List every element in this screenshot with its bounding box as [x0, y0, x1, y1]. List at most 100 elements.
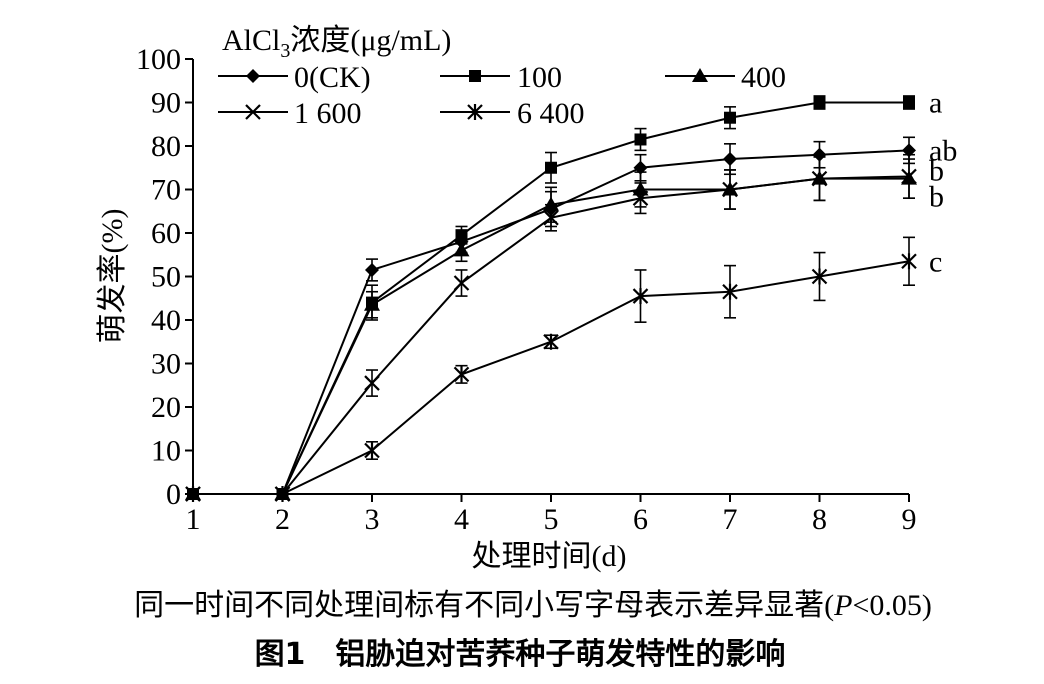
data-point-stroke-b	[453, 275, 470, 291]
y-tick-label: 100	[136, 43, 181, 76]
y-tick-label: 60	[151, 217, 181, 250]
x-tick-label: 8	[812, 503, 827, 536]
data-point	[364, 375, 380, 391]
series-square: a	[187, 87, 942, 500]
data-point-stroke-b	[364, 375, 380, 391]
data-point	[901, 253, 917, 270]
data-point	[543, 196, 559, 211]
y-tick-label: 10	[151, 435, 181, 468]
data-point-stroke-b	[632, 190, 649, 206]
x-tick-label: 3	[365, 503, 380, 536]
y-tick-label: 90	[151, 87, 181, 120]
legend-label: 1 600	[294, 97, 362, 130]
data-point	[813, 96, 826, 109]
data-point	[185, 486, 201, 502]
data-point	[722, 181, 738, 198]
significance-letter: b	[929, 180, 944, 213]
data-point	[632, 288, 649, 305]
legend-marker-stroke-b	[245, 104, 261, 120]
data-point	[453, 366, 470, 383]
legend-marker-shape	[469, 70, 481, 82]
data-point	[453, 275, 470, 291]
series-asterisk: c	[185, 236, 942, 502]
legend-marker	[245, 104, 261, 120]
legend-label: 6 400	[517, 97, 585, 130]
legend-marker	[469, 70, 481, 82]
x-tick-label: 4	[454, 503, 469, 536]
data-point	[543, 333, 559, 350]
x-tick-label: 1	[186, 503, 201, 536]
x-axis-label: 处理时间(d)	[472, 540, 627, 573]
data-point-stroke-b	[722, 181, 738, 198]
data-point-stroke-b	[811, 170, 828, 187]
data-point	[903, 96, 915, 109]
data-point-stroke-b	[901, 168, 917, 185]
data-point	[455, 229, 468, 242]
legend-marker	[692, 68, 708, 82]
legend-label: 0(CK)	[294, 61, 371, 94]
y-tick-label: 50	[151, 261, 181, 294]
data-point-shape	[634, 133, 647, 146]
data-point-shape	[543, 196, 559, 211]
y-tick-label: 20	[151, 391, 181, 424]
data-point	[722, 283, 738, 300]
legend-label: 100	[517, 61, 562, 94]
data-point-shape	[723, 152, 737, 167]
legend-marker-shape	[692, 68, 708, 82]
data-point-shape	[813, 96, 826, 109]
data-point-shape	[365, 262, 379, 277]
significance-letter: ab	[929, 134, 957, 167]
legend-marker	[467, 104, 483, 120]
x-tick-label: 2	[275, 503, 290, 536]
data-point-shape	[364, 296, 380, 311]
x-tick-label: 7	[723, 503, 738, 536]
data-point-shape	[455, 229, 468, 242]
legend-entry: 6 400	[440, 97, 585, 130]
y-tick-label: 40	[151, 304, 181, 337]
legend-marker-shape	[246, 69, 260, 83]
data-point	[453, 242, 470, 257]
data-point	[812, 147, 827, 162]
legend-label: 400	[741, 61, 786, 94]
data-point	[902, 143, 916, 158]
data-point-stroke-b	[543, 209, 559, 226]
data-point	[364, 296, 380, 311]
data-point-shape	[633, 160, 648, 175]
y-tick-label: 80	[151, 130, 181, 163]
data-point-shape	[724, 111, 736, 124]
significance-note: 同一时间不同处理间标有不同小写字母表示差异显著(P<0.05)	[134, 589, 932, 622]
data-point-shape	[902, 143, 916, 158]
legend-marker	[246, 69, 260, 83]
data-point	[365, 262, 379, 277]
series-triangle: b	[185, 155, 944, 500]
y-tick-label: 70	[151, 174, 181, 207]
legend-entry: 1 600	[218, 97, 362, 130]
data-point	[364, 442, 380, 459]
data-point	[543, 209, 559, 226]
legend-title: AlCl3浓度(μg/mL)	[222, 24, 451, 62]
x-tick-label: 9	[902, 503, 917, 536]
figure-caption: 图1 铝胁迫对苦荞种子萌发特性的影响	[255, 637, 786, 672]
legend-entry: 100	[440, 61, 562, 94]
data-point	[723, 152, 737, 167]
data-point	[901, 168, 917, 185]
data-point	[724, 111, 736, 124]
significance-letter: c	[929, 245, 942, 278]
data-point-shape	[812, 147, 827, 162]
x-tick-label: 6	[633, 503, 648, 536]
legend-entry: 400	[665, 61, 786, 94]
data-point-shape	[903, 96, 915, 109]
y-tick-label: 0	[166, 478, 181, 511]
significance-letter: b	[929, 155, 944, 188]
series-diamond: ab	[186, 134, 957, 501]
series-line	[193, 260, 910, 495]
y-axis-label: 萌发率(%)	[96, 209, 129, 344]
data-point-shape	[453, 242, 470, 257]
data-point	[633, 160, 648, 175]
data-point	[811, 268, 828, 285]
legend: AlCl3浓度(μg/mL) 0(CK) 100 400 1 600 6 400	[218, 24, 786, 130]
significance-letter: a	[929, 87, 942, 120]
